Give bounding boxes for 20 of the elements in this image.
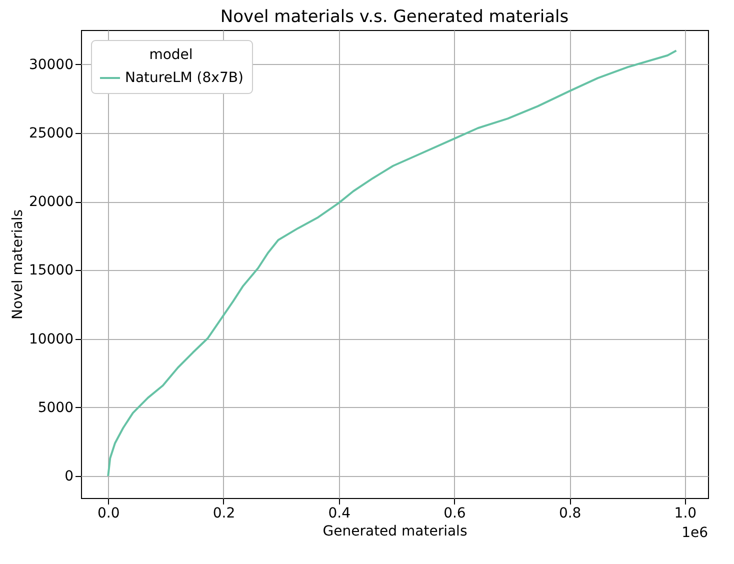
legend-label: NatureLM (8x7B) [125, 70, 244, 86]
x-axis-title: Generated materials [322, 524, 468, 540]
y-axis-title: Novel materials [10, 209, 26, 320]
y-tick-label: 30000 [28, 56, 74, 73]
line-series [107, 50, 678, 478]
chart-title: Novel materials v.s. Generated materials [220, 7, 569, 27]
x-tick-label: 1.0 [674, 506, 697, 522]
legend-title: model [149, 47, 193, 63]
x-tick-label: 0.6 [444, 506, 466, 522]
y-tick-label: 10000 [28, 331, 74, 348]
y-tick-label: 15000 [28, 262, 74, 279]
x-tick-label: 0.2 [212, 506, 236, 522]
y-tick-label: 5000 [38, 400, 74, 416]
x-tick-label: 0.4 [328, 506, 351, 522]
y-tick-label: 20000 [28, 194, 74, 210]
x-tick-label: 0.8 [558, 506, 582, 522]
y-tick-label: 0 [64, 468, 74, 485]
text: 1e6 [682, 525, 708, 541]
x-tick-label: 0.0 [97, 506, 120, 522]
y-tick-label: 25000 [28, 125, 74, 142]
